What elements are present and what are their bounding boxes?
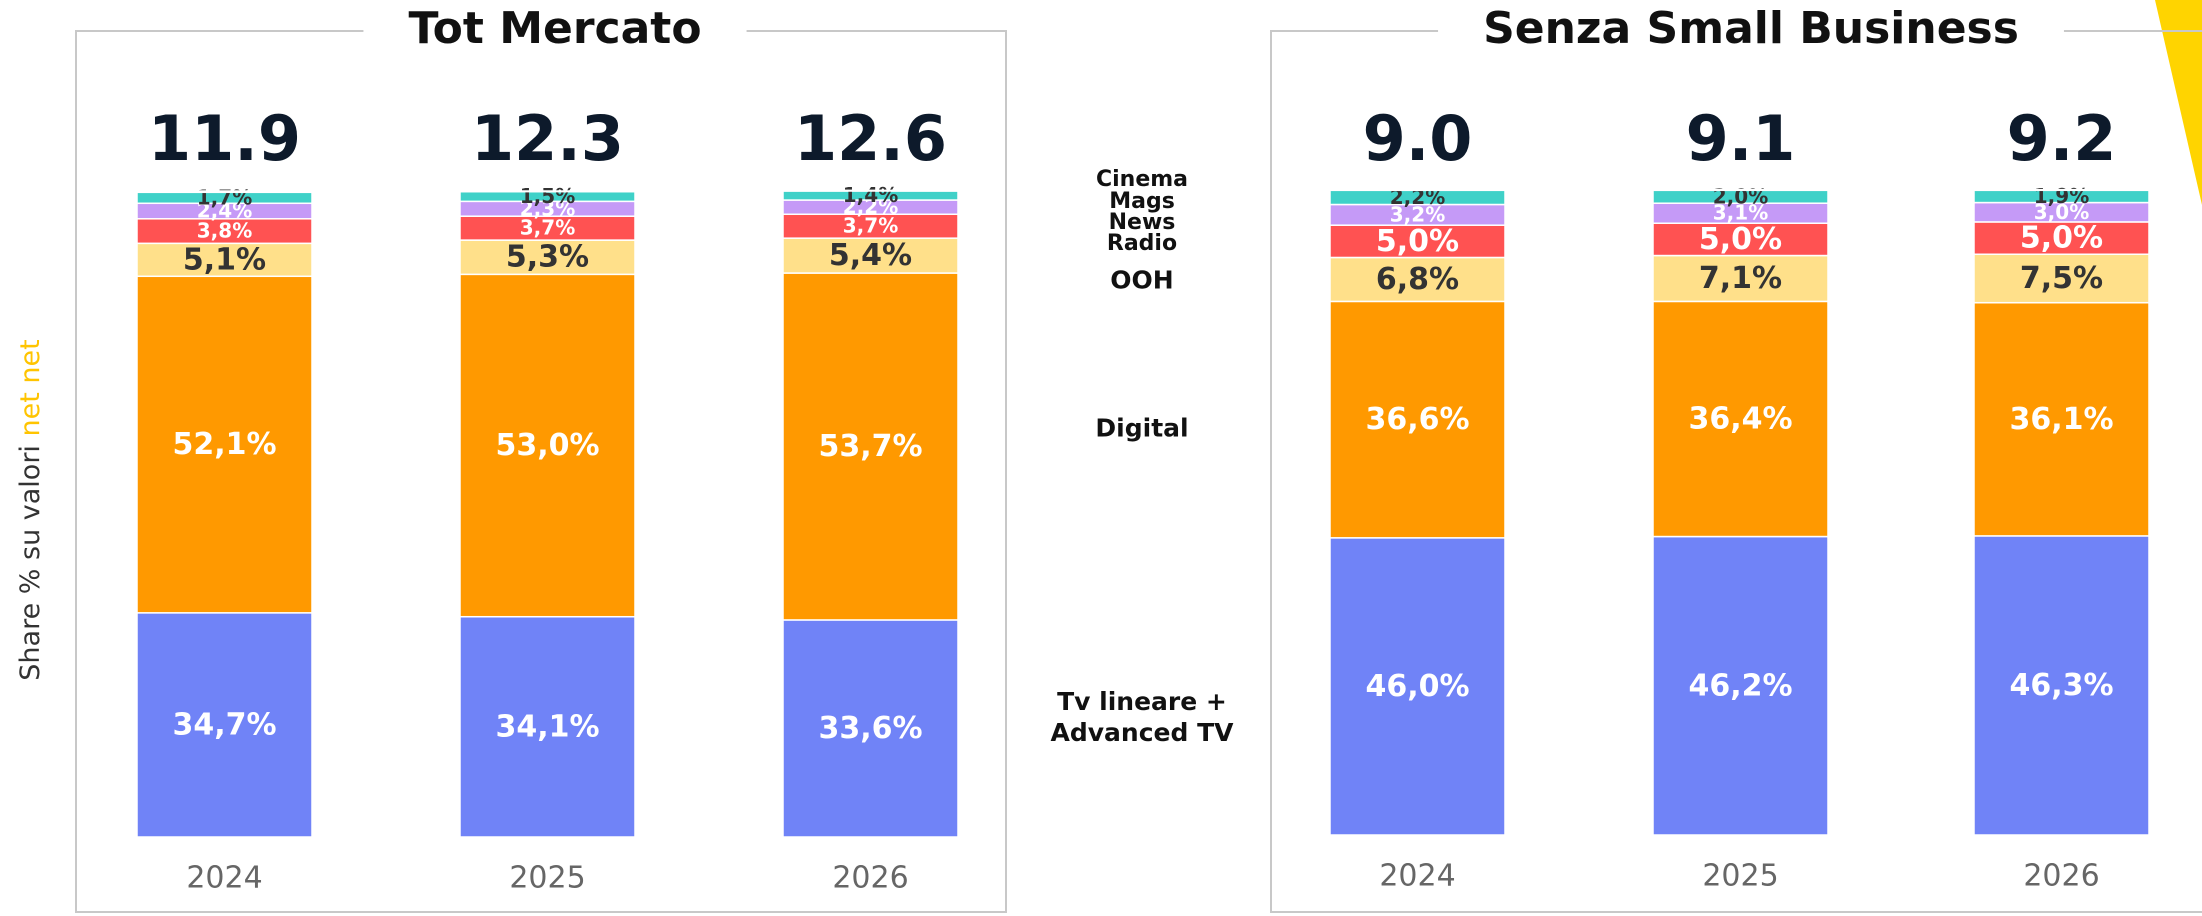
data-label: 5,0% <box>2020 221 2103 256</box>
bar-segment <box>1652 535 1829 836</box>
bar-segment <box>136 242 313 278</box>
data-label: 46,0% <box>1365 669 1469 704</box>
chart-title: Tot Mercato <box>408 3 701 54</box>
data-label: 34,7% <box>172 707 276 742</box>
x-tick-label: 2025 <box>509 861 585 896</box>
data-label: 5,0% <box>1699 222 1782 257</box>
bar-segment <box>136 218 313 245</box>
data-label: 52,1% <box>172 427 276 462</box>
total-label: 12.6 <box>794 102 947 175</box>
x-tick-label: 2025 <box>1702 859 1778 894</box>
bar-segment <box>459 273 636 618</box>
bar-segment <box>459 615 636 838</box>
legend-entry: Radio <box>1106 231 1178 256</box>
total-label: 9.1 <box>1686 102 1796 175</box>
data-label: 53,0% <box>495 428 599 463</box>
y-axis-label-highlight: net net <box>15 339 46 436</box>
bar-segment <box>1652 188 1829 192</box>
data-label: 46,3% <box>2009 668 2113 703</box>
data-label: 1,5% <box>520 184 575 208</box>
data-label: 5,1% <box>183 242 266 277</box>
bar-segment <box>1973 253 2150 304</box>
bar-segment <box>1652 254 1829 303</box>
data-label: 5,3% <box>506 240 589 275</box>
title-bg <box>1438 27 2064 35</box>
title-bg <box>363 27 747 35</box>
data-label: 5,0% <box>1376 224 1459 259</box>
data-label: 7,5% <box>2020 261 2103 296</box>
y-axis-label-text: Share % su valori <box>15 445 46 681</box>
data-label: 3,8% <box>197 219 252 243</box>
data-label: 34,1% <box>495 709 599 744</box>
x-tick-label: 2026 <box>2023 859 2099 894</box>
bar-segment <box>782 619 959 838</box>
data-label: 2,0% <box>1713 184 1768 208</box>
data-label: 36,1% <box>2009 402 2113 437</box>
chart-title: Senza Small Business <box>1483 3 2019 54</box>
data-label: 7,1% <box>1699 261 1782 296</box>
x-tick-label: 2024 <box>186 861 262 896</box>
data-label: 5,4% <box>829 238 912 273</box>
legend-entry: Tv lineare + Advanced TV <box>1050 687 1234 747</box>
bar-segment <box>459 190 636 193</box>
data-label: 46,2% <box>1688 668 1792 703</box>
data-label: 1,7% <box>197 185 252 209</box>
data-label: 3,0% <box>2034 200 2089 224</box>
bar-segment <box>1652 222 1829 257</box>
decoration <box>2155 0 2202 205</box>
legend-entry: News <box>1108 210 1176 235</box>
data-label: 3,7% <box>520 216 575 240</box>
bar-segment <box>782 272 959 621</box>
bar-segment <box>1329 188 1506 192</box>
bar-segment <box>1973 301 2150 537</box>
bar-segment <box>1973 535 2150 836</box>
total-label: 12.3 <box>471 102 624 175</box>
y-axis-label: Share % su valori net net <box>15 339 46 680</box>
data-label: 3,7% <box>843 214 898 238</box>
data-label: 3,1% <box>1713 201 1768 225</box>
bar-segment <box>136 612 313 838</box>
total-label: 9.2 <box>2007 102 2117 175</box>
legend-entry: Mags <box>1109 189 1175 214</box>
data-label: 36,4% <box>1688 401 1792 436</box>
bar-segment <box>136 190 313 194</box>
data-label: 1,9% <box>2034 184 2089 208</box>
bar-segment <box>1329 300 1506 539</box>
data-label: 53,7% <box>818 429 922 464</box>
total-label: 9.0 <box>1363 102 1473 175</box>
data-label: 6,8% <box>1376 262 1459 297</box>
legend-entry: Cinema <box>1095 167 1189 192</box>
bar-segment <box>782 189 959 192</box>
data-label: 3,2% <box>1390 202 1445 226</box>
legend-entry: OOH <box>1110 265 1174 295</box>
legend-entry: Digital <box>1095 413 1189 443</box>
bar-segment <box>459 239 636 276</box>
total-label: 11.9 <box>148 102 301 175</box>
data-label: 33,6% <box>818 711 922 746</box>
x-tick-label: 2026 <box>832 861 908 896</box>
data-label: 1,4% <box>843 183 898 207</box>
bar-segment <box>1329 224 1506 259</box>
bar-segment <box>1973 188 2150 192</box>
bar-segment <box>1329 537 1506 836</box>
x-tick-label: 2024 <box>1379 859 1455 894</box>
data-label: 36,6% <box>1365 402 1469 437</box>
